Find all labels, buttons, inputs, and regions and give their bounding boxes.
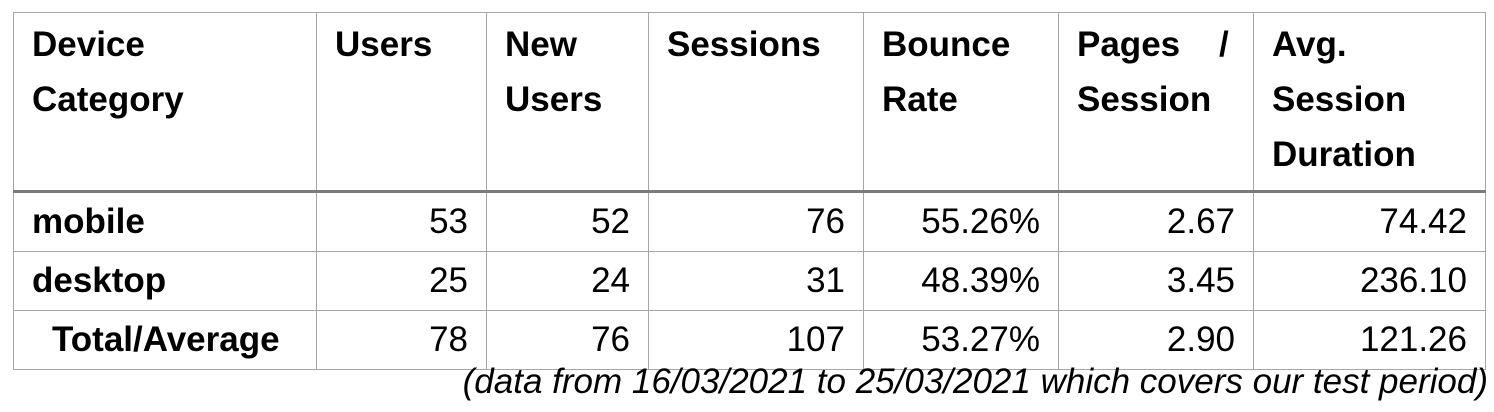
table-row: desktop 25 24 31 48.39% 3.45 236.10 — [13, 251, 1486, 311]
analytics-table-container: Device Category Users New Users Sessions B… — [13, 12, 1486, 370]
cell-new-users: 52 — [486, 191, 649, 252]
cell-new-users: 24 — [486, 251, 649, 311]
header-new-users: New Users — [486, 12, 649, 193]
cell-bounce-rate: 55.26% — [863, 191, 1059, 252]
header-avg-session-duration: Avg. Session Duration — [1253, 12, 1486, 193]
cell-bounce-rate: 48.39% — [863, 251, 1059, 311]
cell-device: mobile — [13, 191, 317, 252]
cell-avg-session-duration: 121.26 — [1253, 310, 1486, 370]
table-row: mobile 53 52 76 55.26% 2.67 74.42 — [13, 191, 1486, 252]
header-sessions: Sessions — [648, 12, 864, 193]
table-row-total: Total/Average 78 76 107 53.27% 2.90 121.… — [13, 310, 1486, 370]
cell-device: Total/Average — [13, 310, 317, 370]
cell-pages-per-session: 2.90 — [1058, 310, 1254, 370]
cell-users: 53 — [316, 191, 487, 252]
cell-avg-session-duration: 74.42 — [1253, 191, 1486, 252]
header-device-category: Device Category — [13, 12, 317, 193]
cell-pages-per-session: 3.45 — [1058, 251, 1254, 311]
cell-sessions: 107 — [648, 310, 864, 370]
cell-device: desktop — [13, 251, 317, 311]
header-bounce-rate: Bounce Rate — [863, 12, 1059, 193]
cell-users: 25 — [316, 251, 487, 311]
cell-avg-session-duration: 236.10 — [1253, 251, 1486, 311]
cell-pages-per-session: 2.67 — [1058, 191, 1254, 252]
header-users: Users — [316, 12, 487, 193]
device-category-table: Device Category Users New Users Sessions B… — [13, 12, 1486, 370]
cell-sessions: 76 — [648, 191, 864, 252]
cell-sessions: 31 — [648, 251, 864, 311]
table-header-row: Device Category Users New Users Sessions B… — [13, 12, 1486, 193]
cell-users: 78 — [316, 310, 487, 370]
cell-bounce-rate: 53.27% — [863, 310, 1059, 370]
cell-new-users: 76 — [486, 310, 649, 370]
date-range-caption: (data from 16/03/2021 to 25/03/2021 whic… — [462, 362, 1488, 401]
header-pages-per-session: Pages / Session — [1058, 12, 1254, 193]
